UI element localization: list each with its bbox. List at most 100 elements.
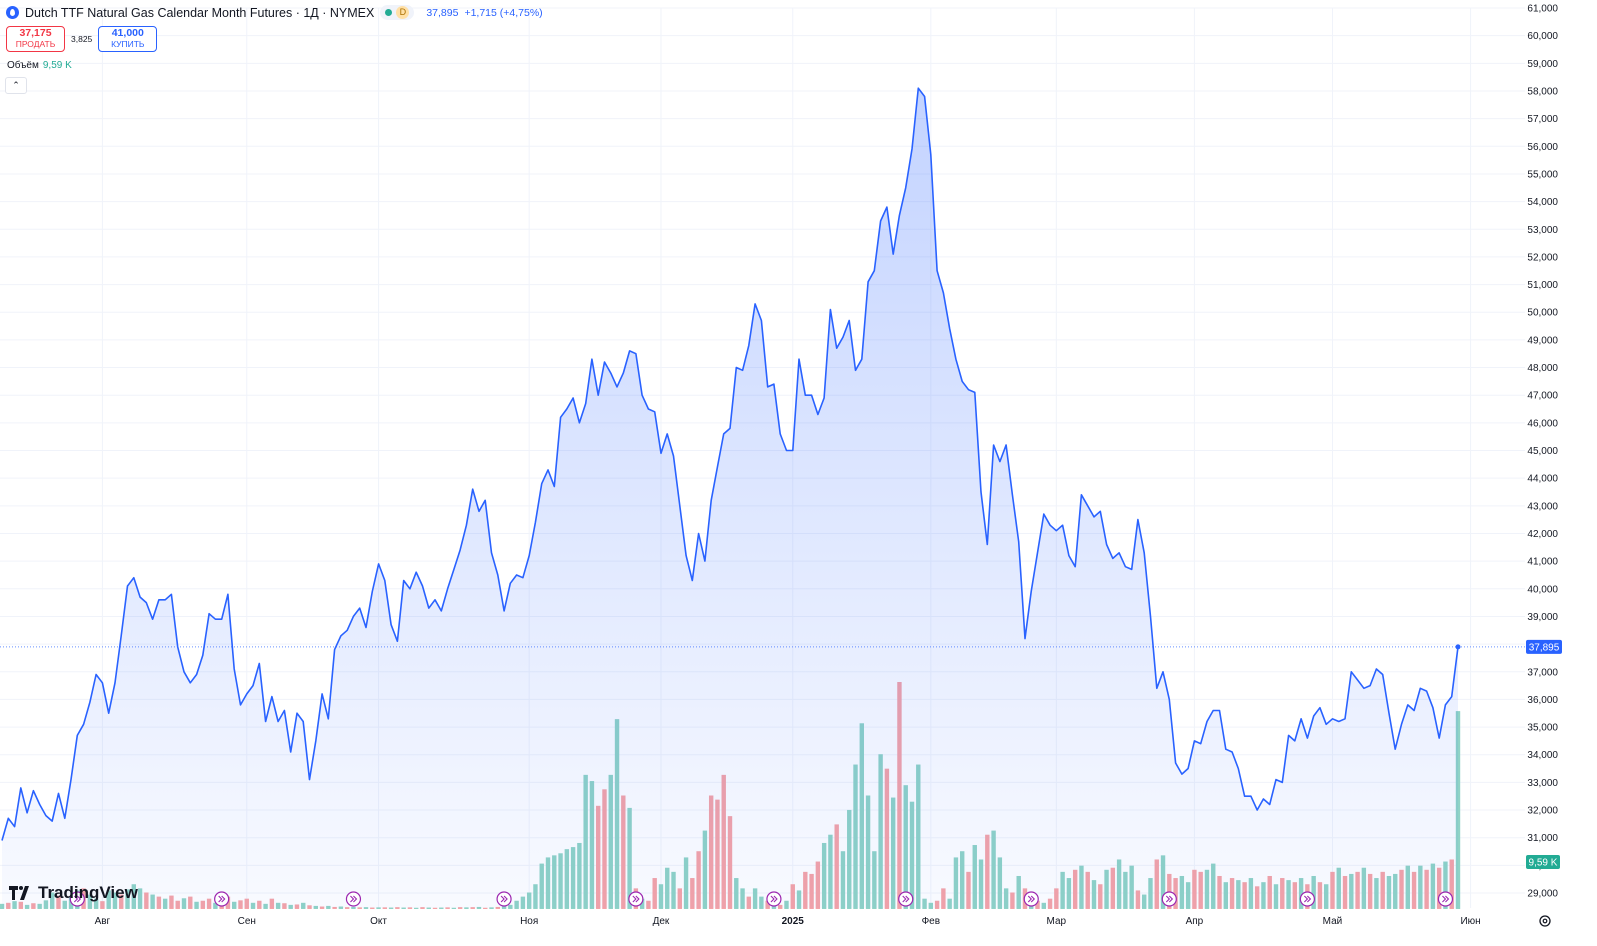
volume-bar [370,907,375,909]
volume-bar [420,907,425,909]
y-tick-label: 61,000 [1527,4,1558,15]
volume-bar [344,907,350,909]
sell-price: 37,175 [19,27,52,39]
y-tick-label: 40,000 [1527,584,1558,595]
price-axis[interactable]: 29,00030,00031,00032,00033,00034,00035,0… [1527,4,1558,900]
axis-value-labels: 37,895 9,59 K [1526,639,1562,869]
price-area [0,87,1525,908]
spread-value: 3,825 [71,34,93,44]
x-tick-label: Ноя [520,916,538,927]
volume-bar [489,907,494,909]
y-tick-label: 33,000 [1527,778,1558,789]
dividend-arrow-glyph [1027,895,1036,903]
y-tick-label: 29,000 [1527,889,1558,900]
volume-bar [414,907,419,909]
y-tick-label: 32,000 [1527,806,1558,817]
dividend-arrow-glyph [1442,895,1450,903]
volume-bar [382,907,388,909]
y-tick-label: 39,000 [1527,612,1558,623]
volume-bar [401,907,406,909]
y-tick-label: 36,000 [1527,695,1558,706]
time-axis[interactable]: Авг Сен Окт Ноя Дек 2025 Фев Мар Апр Май Июн [95,916,1481,927]
y-tick-label: 56,000 [1527,142,1558,153]
volume-bar [357,907,362,909]
volume-bar [439,907,444,909]
volume-bar [395,907,400,909]
symbol-title[interactable]: Dutch TTF Natural Gas Calendar Month Fut… [25,5,375,20]
dividend-arrow-glyph [902,895,910,903]
x-tick-label: Дек [653,916,670,927]
market-status-pill[interactable]: D [380,5,415,20]
x-tick-label: Сен [238,916,256,927]
gas-drop-icon [6,6,19,19]
dividend-arrow-glyph [350,895,358,903]
volume-bar [363,907,369,909]
dividend-arrow-glyph [770,895,778,903]
buy-label: КУПИТЬ [111,39,145,49]
symbol-legend[interactable]: Dutch TTF Natural Gas Calendar Month Fut… [6,5,543,20]
y-tick-label: 53,000 [1527,225,1558,236]
y-tick-label: 60,000 [1527,31,1558,42]
volume-legend[interactable]: Объём 9,59 K [7,60,72,71]
volume-bar [432,907,438,909]
dividend-arrow-glyph [218,895,226,903]
volume-bar [483,907,488,909]
volume-bar [451,907,457,909]
x-tick-label: Июн [1460,916,1480,927]
y-tick-label: 44,000 [1527,474,1558,485]
x-tick-label: Фев [922,916,940,927]
y-tick-label: 59,000 [1527,59,1558,70]
current-price-label: 37,895 [1529,642,1560,653]
y-tick-label: 58,000 [1527,86,1558,97]
market-open-dot-icon [385,9,393,16]
volume-bar [407,907,413,909]
volume-bar [388,907,394,909]
collapse-legend-button[interactable]: ⌃ [5,77,27,94]
dividend-arrow-glyph [73,895,82,903]
x-tick-label: Авг [95,916,111,927]
dividend-arrow-glyph [500,895,508,903]
buy-button[interactable]: 41,000 КУПИТЬ [98,26,158,52]
y-tick-label: 47,000 [1527,391,1558,402]
y-tick-label: 35,000 [1527,723,1558,734]
event-markers [69,891,1454,907]
last-price: 37,895 [426,6,459,19]
volume-bar [470,907,475,909]
x-tick-label: Мар [1047,916,1067,927]
y-tick-label: 51,000 [1527,280,1558,291]
y-tick-label: 45,000 [1527,446,1558,457]
sell-button[interactable]: 37,175 ПРОДАТЬ [6,26,65,52]
y-tick-label: 50,000 [1527,308,1558,319]
y-tick-label: 37,000 [1527,667,1558,678]
volume-bar [426,907,431,909]
price-line [1,87,1459,841]
x-tick-label: 2025 [782,916,805,927]
current-price-tag [1526,639,1562,654]
volume-bar [464,907,469,909]
y-tick-label: 49,000 [1527,335,1558,346]
y-tick-label: 46,000 [1527,418,1558,429]
gear-icon[interactable] [1537,913,1553,929]
volume-bar [457,907,463,909]
volume-label: Объём [7,60,39,71]
tradingview-logo[interactable]: TradingView [9,883,138,903]
y-tick-label: 43,000 [1527,501,1558,512]
chevron-up-icon: ⌃ [12,80,20,90]
dividend-arrow-glyph [1165,895,1174,903]
logo-text: TradingView [38,883,138,902]
y-tick-label: 54,000 [1527,197,1558,208]
interval-badge: D [396,6,410,19]
x-tick-label: Апр [1186,916,1204,927]
y-tick-label: 41,000 [1527,557,1558,568]
volume-bar [376,907,381,909]
price-area-fill [2,88,1458,908]
y-tick-label: 31,000 [1527,833,1558,844]
y-tick-label: 52,000 [1527,252,1558,263]
buy-price: 41,000 [111,27,144,39]
x-tick-label: Май [1323,916,1343,927]
dividend-arrow-glyph [632,895,640,903]
y-tick-label: 55,000 [1527,169,1558,180]
y-tick-label: 42,000 [1527,529,1558,540]
tradingview-logo-icon [9,886,29,900]
